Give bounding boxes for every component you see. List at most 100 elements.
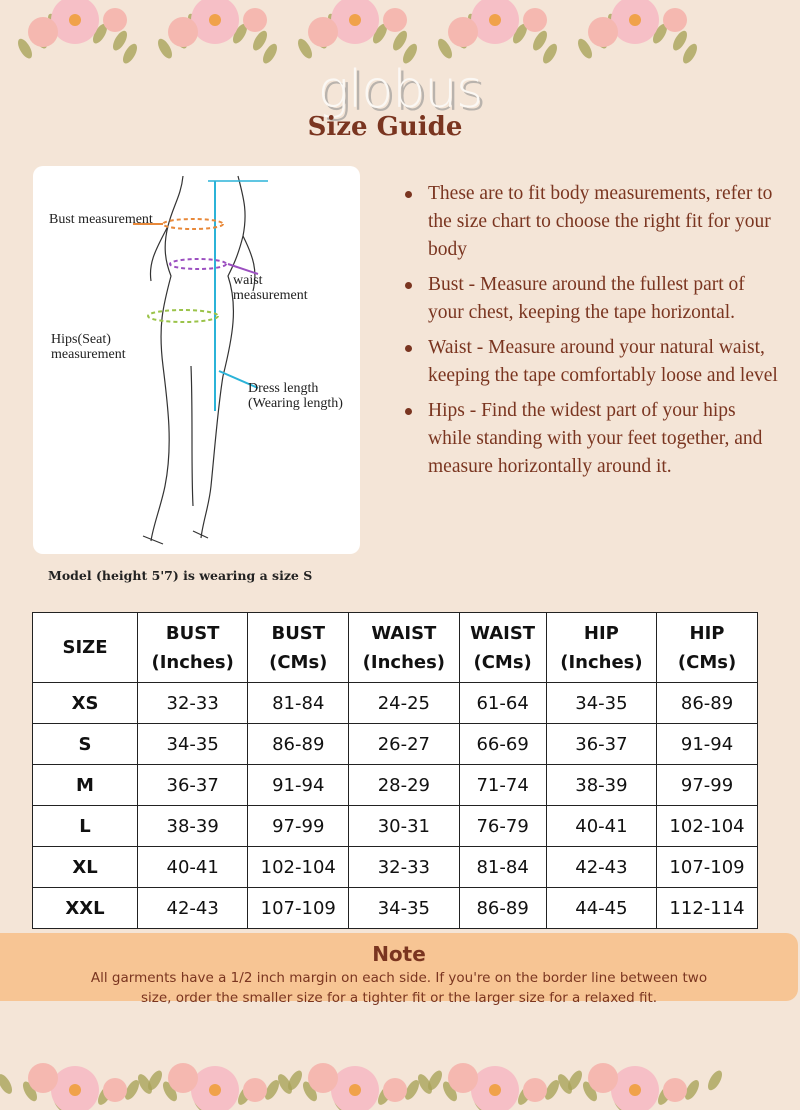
header-text: SIZE [62,637,108,658]
flower-center-icon [349,1084,361,1096]
note-box: Note All garments have a 1/2 inch margin… [0,933,798,1006]
leaf-icon [138,1074,152,1094]
leaf-icon [263,43,277,64]
table-cell: 86-89 [458,887,547,929]
leaf-icon [278,1074,292,1094]
header-text: (Inches) [151,651,234,673]
flower-icon [308,1063,338,1093]
leaf-icon [545,1080,559,1100]
table-cell: 34-35 [545,682,658,724]
size-cell: XXL [32,887,138,929]
size-chart-table: SIZE BUST (Inches) BUST (CMs) WAIST (Inches) WA… [32,612,758,929]
column-header: BUST (CMs) [247,612,350,683]
flower-icon [663,1078,687,1102]
flower-icon [523,8,547,32]
header-text: BUST [271,622,326,644]
leaf-icon [533,30,547,51]
column-header: SIZE [32,612,138,683]
table-row: XXL 42-43 107-109 34-35 86-89 44-45 112-114 [32,887,758,929]
flower-icon [448,17,478,47]
floral-border-bottom [0,1063,722,1110]
flower-icon [243,1078,267,1102]
leaf-icon [393,30,407,51]
leaf-icon [265,1080,279,1100]
column-header: WAIST (CMs) [458,612,547,683]
measurement-figure: Bust measurement waist measurement Hips(… [33,166,360,554]
table-cell: 40-41 [545,805,658,847]
table-row: M 36-37 91-94 28-29 71-74 38-39 97-99 [32,764,758,806]
table-cell: 26-27 [348,723,460,765]
table-row: L 38-39 97-99 30-31 76-79 40-41 102-104 [32,805,758,847]
flower-icon [28,17,58,47]
table-cell: 40-41 [136,846,249,888]
table-cell: 32-33 [136,682,249,724]
flower-icon [103,8,127,32]
flower-icon [168,17,198,47]
table-cell: 91-94 [656,723,758,765]
table-cell: 42-43 [545,846,658,888]
header-text: WAIST [470,622,536,644]
table-cell: 76-79 [458,805,547,847]
leaf-icon [568,1070,582,1091]
header-text: HIP [689,622,725,644]
table-cell: 61-64 [458,682,547,724]
flower-icon [523,1078,547,1102]
header-text: (Inches) [362,651,446,673]
leaf-icon [543,43,557,64]
header-text: (CMs) [269,651,328,673]
instruction-item: Hips - Find the widest part of your hips… [400,397,780,481]
leaf-icon [93,23,107,44]
page-title: Size Guide [307,112,463,142]
leaf-icon [253,30,267,51]
flower-icon [243,8,267,32]
leaf-icon [418,1074,432,1094]
column-header: HIP (Inches) [545,612,658,683]
table-cell: 86-89 [656,682,758,724]
table-cell: 107-109 [656,846,758,888]
table-cell: 30-31 [348,805,460,847]
flower-center-icon [209,14,221,26]
header-text: HIP [583,622,619,644]
size-cell: M [32,764,138,806]
leaf-icon [438,38,452,59]
body-silhouette-illustration [133,175,268,545]
flower-icon [103,1078,127,1102]
brand-logo: globus [317,60,484,120]
table-cell: 42-43 [136,887,249,929]
header-text: WAIST [371,622,437,644]
flower-center-icon [69,1084,81,1096]
leaf-icon [513,23,527,44]
header-text: (Inches) [560,651,643,673]
table-cell: 97-99 [656,764,758,806]
bust-label: Bust measurement [49,212,153,227]
table-cell: 66-69 [458,723,547,765]
size-cell: XL [32,846,138,888]
column-header: HIP (CMs) [656,612,758,683]
size-cell: L [32,805,138,847]
table-cell: 34-35 [136,723,249,765]
header-text: (CMs) [677,651,737,673]
leaf-icon [428,1070,442,1091]
header-text: (CMs) [473,651,532,673]
table-cell: 112-114 [656,887,758,929]
flower-center-icon [629,14,641,26]
flower-center-icon [489,1084,501,1096]
leaf-icon [123,43,137,64]
model-caption: Model (height 5'7) is wearing a size S [48,568,313,583]
dress-length-label: Dress length (Wearing length) [248,381,343,411]
size-cell: XS [32,682,138,724]
flower-icon [308,17,338,47]
note-title: Note [372,942,426,966]
table-cell: 38-39 [545,764,658,806]
leaf-icon [405,1080,419,1100]
table-cell: 91-94 [247,764,350,806]
leaf-icon [125,1080,139,1100]
flower-center-icon [629,1084,641,1096]
table-cell: 28-29 [348,764,460,806]
measurement-instructions: These are to fit body measurements, refe… [400,180,780,488]
leaf-icon [0,1074,13,1094]
table-cell: 97-99 [247,805,350,847]
waist-label: waist measurement [233,273,308,303]
size-cell: S [32,723,138,765]
table-cell: 34-35 [348,887,460,929]
